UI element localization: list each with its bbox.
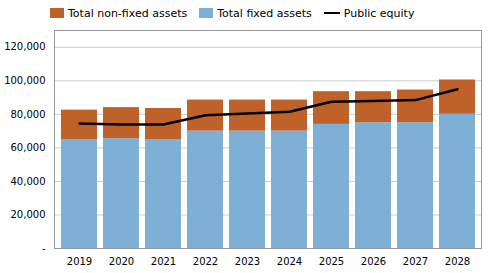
svg-text:120,000: 120,000 <box>4 41 45 52</box>
svg-text:100,000: 100,000 <box>4 75 45 86</box>
svg-text:2026: 2026 <box>361 256 386 267</box>
svg-text:2027: 2027 <box>403 256 428 267</box>
svg-text:2025: 2025 <box>319 256 344 267</box>
svg-text:20,000: 20,000 <box>11 209 46 220</box>
html-text:Total fixed assets: Total fixed assets <box>217 6 312 20</box>
svg-text:2028: 2028 <box>445 256 470 267</box>
svg-text:60,000: 60,000 <box>11 142 46 153</box>
html-text:Public equity: Public equity <box>343 6 415 20</box>
svg-text:40,000: 40,000 <box>11 176 46 187</box>
html-text:Total non-fixed assets: Total non-fixed assets <box>68 6 188 20</box>
svg-text:2021: 2021 <box>151 256 176 267</box>
svg-text:80,000: 80,000 <box>11 109 46 120</box>
svg-text:2019: 2019 <box>67 256 92 267</box>
svg-text:2022: 2022 <box>193 256 218 267</box>
svg-text:2024: 2024 <box>277 256 302 267</box>
svg-text:2023: 2023 <box>235 256 260 267</box>
svg-text:2020: 2020 <box>109 256 134 267</box>
svg-text:-: - <box>42 243 46 254</box>
